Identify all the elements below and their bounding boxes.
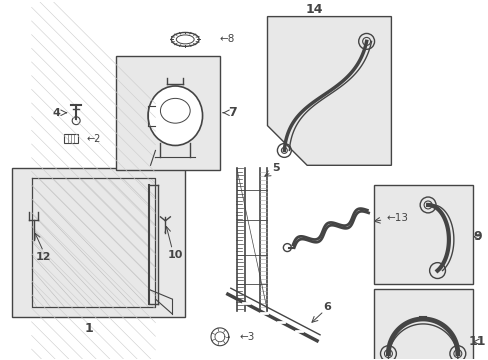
Text: 1: 1 xyxy=(84,322,93,336)
Text: ←3: ←3 xyxy=(239,332,255,342)
Ellipse shape xyxy=(160,98,190,123)
Text: 12: 12 xyxy=(36,252,51,262)
Ellipse shape xyxy=(171,32,199,46)
Text: 5: 5 xyxy=(272,163,280,173)
Text: 14: 14 xyxy=(305,3,322,16)
Bar xyxy=(64,134,78,144)
Text: ←8: ←8 xyxy=(220,35,235,44)
Text: 10: 10 xyxy=(167,249,183,260)
Text: 4: 4 xyxy=(52,108,60,118)
Bar xyxy=(373,289,472,360)
Text: 6: 6 xyxy=(323,302,330,312)
Text: 9: 9 xyxy=(472,230,481,243)
Bar xyxy=(12,168,185,317)
Text: ←13: ←13 xyxy=(386,213,407,223)
Ellipse shape xyxy=(176,35,194,44)
Bar xyxy=(373,185,472,284)
Ellipse shape xyxy=(148,86,202,145)
Text: ←2: ←2 xyxy=(86,134,100,144)
Text: 7: 7 xyxy=(227,106,236,119)
Text: 11: 11 xyxy=(468,335,486,348)
Bar xyxy=(116,56,220,170)
Polygon shape xyxy=(267,17,390,165)
